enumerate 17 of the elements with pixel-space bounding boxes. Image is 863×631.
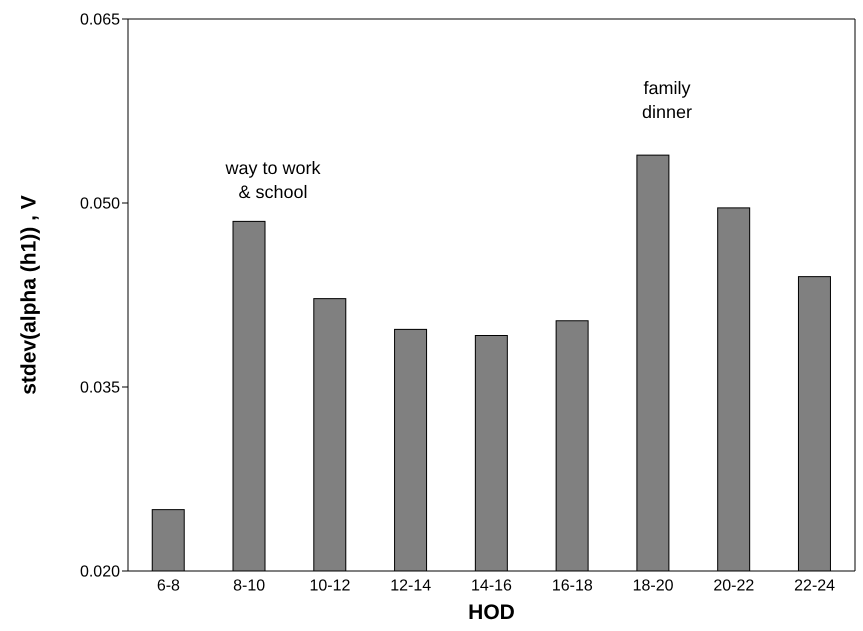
x-tick-label: 14-16 (471, 577, 512, 594)
x-tick-label: 22-24 (794, 577, 836, 594)
annotation: family dinner (642, 77, 692, 124)
y-tick-label: 0.065 (80, 12, 120, 29)
x-tick-label: 18-20 (632, 577, 674, 594)
x-tick-label: 6-8 (156, 577, 180, 594)
x-axis-title: HOD (468, 601, 515, 624)
x-tick-label: 12-14 (390, 577, 432, 594)
x-tick-label: 16-18 (552, 577, 593, 594)
y-tick-label: 0.020 (80, 564, 120, 581)
x-tick-label: 20-22 (713, 577, 754, 594)
y-tick-label: 0.050 (80, 196, 120, 213)
y-tick-label: 0.035 (80, 380, 120, 397)
x-tick-label: 10-12 (309, 577, 351, 594)
x-tick-label: 8-10 (233, 577, 266, 594)
annotation: way to work & school (225, 157, 321, 204)
y-axis-title: stdev(alpha (h1)) , V (17, 195, 40, 395)
